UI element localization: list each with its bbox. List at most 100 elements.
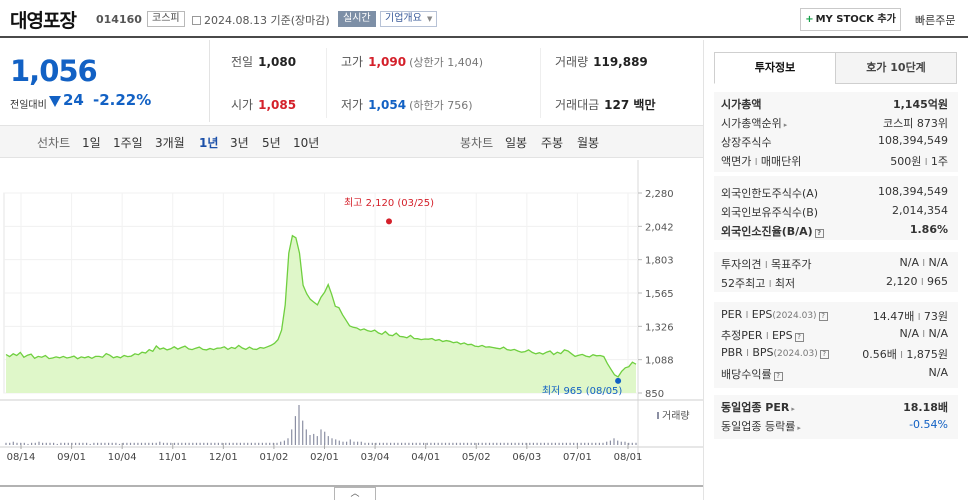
help-icon[interactable]: ? (773, 372, 783, 381)
row-value: 500원 l 1주 (890, 153, 948, 169)
volume-bar (170, 442, 172, 445)
volume-bar (448, 442, 450, 445)
row-value: 108,394,549 (878, 185, 948, 198)
volume-bar (93, 442, 95, 445)
volume-bar (353, 441, 355, 445)
volume-bar (9, 442, 11, 445)
help-icon[interactable]: ? (794, 333, 804, 342)
volume-bar (221, 442, 223, 445)
volume-bar (477, 442, 480, 445)
quick-order-button[interactable]: 빠른주문 (915, 14, 956, 27)
volume-bar (430, 442, 432, 445)
chart-svg: 2,280 2,042 1,803 1,565 1,326 1,088 850 08/14 09… (0, 160, 703, 487)
separator: l (746, 349, 749, 359)
volume-bar (309, 435, 311, 445)
period-5y[interactable]: 5년 (262, 136, 281, 150)
x-tick-label: 02/01 (310, 452, 339, 463)
row-label: 52주최고 l 최저 (721, 275, 795, 291)
row-label: 상장주식수 (721, 136, 772, 149)
volume-bar (272, 442, 274, 445)
separator: l (764, 261, 768, 271)
row-foreign-hold: 외국인보유주식수(B) 2,014,354 (714, 204, 948, 222)
row-label: 외국인소진율(B/A)? (721, 223, 824, 239)
volume-bar (104, 442, 106, 445)
volume-bar (137, 442, 139, 445)
period-3y[interactable]: 3년 (230, 136, 249, 150)
volume-legend-swatch (657, 412, 659, 419)
stat-amount: 거래대금 127 백만 (555, 96, 655, 113)
y-tick-label: 850 (645, 389, 664, 400)
volume-bar (551, 442, 553, 445)
y-tick-label: 2,042 (645, 222, 674, 233)
volume-bar (536, 442, 538, 445)
volume-bar (470, 442, 472, 445)
volume-bar (401, 442, 403, 445)
y-tick-label: 1,565 (645, 289, 674, 300)
period-1w[interactable]: 1주일 (113, 136, 143, 150)
period-monthly[interactable]: 월봉 (577, 136, 600, 150)
help-icon[interactable]: ? (819, 350, 829, 359)
row-value: 2,014,354 (892, 204, 948, 217)
volume-bar (280, 441, 282, 445)
volume-bar (488, 442, 491, 445)
volume-bar (294, 416, 296, 445)
unit-value: 1주 (930, 155, 948, 168)
period-1y[interactable]: 1년 (199, 136, 219, 150)
row-face: 액면가 l 매매단위 500원 l 1주 (714, 153, 948, 171)
volume-bar (291, 429, 293, 445)
x-tick-label: 03/04 (361, 452, 390, 463)
y-tick-label: 1,326 (645, 322, 674, 333)
volume-bar (82, 442, 84, 445)
volume-bar (598, 442, 600, 445)
separator: l (765, 332, 769, 342)
period-1d[interactable]: 1일 (82, 136, 101, 150)
period-weekly[interactable]: 주봉 (541, 136, 564, 150)
volume-bar (265, 442, 267, 445)
period-3m[interactable]: 3개월 (155, 136, 185, 150)
volume-bar (118, 443, 121, 445)
volume-bar (228, 442, 230, 445)
volume-bar (562, 442, 564, 445)
volume-bar (78, 442, 80, 445)
volume-bar (617, 440, 619, 445)
row-label[interactable]: 동일업종 PER ▸ (721, 399, 795, 415)
est-eps-label: EPS (771, 329, 793, 342)
tab-investment-info[interactable]: 투자정보 (714, 52, 836, 84)
period-daily[interactable]: 일봉 (505, 136, 528, 150)
stat-low: 저가 1,054 (하한가 756) (341, 96, 473, 113)
target-value: N/A (928, 256, 948, 269)
collapse-chart-button[interactable]: ︿ (334, 487, 376, 500)
volume-bar (455, 442, 458, 445)
stat-value: 1,054 (368, 98, 407, 112)
candle-chart-label: 봉차트 (460, 136, 494, 150)
help-icon[interactable]: ? (814, 229, 824, 238)
volume-bar (206, 442, 209, 445)
volume-bar (320, 429, 322, 445)
row-label[interactable]: 동일업종 등락률 ▸ (721, 418, 801, 434)
row-label: 투자의견 l 목표주가 (721, 256, 811, 272)
volume-bar (247, 442, 249, 445)
volume-bar (97, 442, 99, 445)
row-opinion: 투자의견 l 목표주가 N/A l N/A (714, 256, 948, 274)
plus-icon: + (805, 14, 814, 25)
volume-bar (254, 442, 256, 445)
row-value: 108,394,549 (878, 134, 948, 147)
info-tabs: 투자정보 호가 10단계 (714, 52, 958, 84)
tab-order-book[interactable]: 호가 10단계 (835, 52, 957, 84)
volume-bar (415, 442, 417, 445)
eps-date: (2024.03) (772, 311, 817, 321)
add-mystock-button[interactable]: + MY STOCK 추가 (800, 8, 901, 31)
y-tick-label: 2,280 (645, 189, 674, 200)
price-chart[interactable]: 2,280 2,042 1,803 1,565 1,326 1,088 850 08/14 09… (0, 160, 703, 500)
help-icon[interactable]: ? (818, 312, 828, 321)
volume-bar (144, 442, 146, 445)
period-10y[interactable]: 10년 (293, 136, 320, 150)
target-label: 목표주가 (771, 258, 812, 271)
company-overview-button[interactable]: 기업개요 ▼ (380, 11, 438, 27)
row-label[interactable]: 시가총액순위 ▸ (721, 115, 787, 131)
realtime-badge[interactable]: 실시간 (338, 11, 376, 27)
volume-bar (507, 442, 509, 445)
company-overview-label: 기업개요 (385, 13, 422, 24)
volume-bar (452, 442, 454, 445)
stock-header: 대영포장 014160 코스피 2024.08.13 기준(장마감) 실시간 기… (0, 0, 968, 38)
